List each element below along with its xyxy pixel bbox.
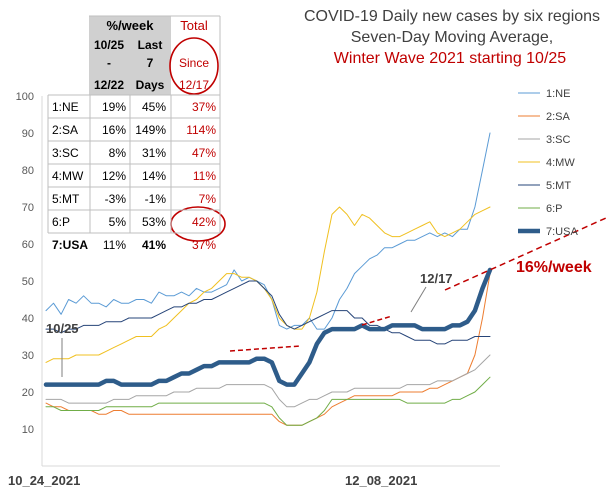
title-line-3: Winter Wave 2021 starting 10/25 bbox=[334, 50, 567, 67]
table-value-cell: -1% bbox=[145, 192, 167, 206]
y-tick-label: 40 bbox=[22, 313, 34, 325]
table-header-days: Days bbox=[136, 78, 165, 92]
table-region-cell: 1:NE bbox=[52, 100, 79, 114]
table-value-cell: 31% bbox=[142, 146, 166, 160]
table-header-since: Since bbox=[179, 56, 209, 70]
legend-label: 7:USA bbox=[546, 226, 578, 238]
table-region-cell: 4:MW bbox=[52, 169, 84, 183]
table-region-cell: 6:P bbox=[52, 215, 70, 229]
series-line-1ne bbox=[45, 132, 491, 330]
annotation-mid: 12/17 bbox=[410, 271, 453, 313]
series-line-6p bbox=[45, 376, 491, 426]
table-value-cell: 19% bbox=[102, 100, 126, 114]
series-lines bbox=[43, 132, 493, 426]
annotation-mid-pointer bbox=[410, 286, 427, 313]
table-region-cell: 2:SA bbox=[52, 123, 78, 137]
y-tick-label: 60 bbox=[22, 239, 34, 251]
series-line-4mw bbox=[45, 206, 491, 363]
x-mid-label: 12_08_2021 bbox=[345, 473, 417, 488]
table-rows: 1:NE 19% 45% 37% 2:SA 16% 149% 114% 3:SC 8% 31% 47%… bbox=[52, 100, 216, 252]
y-tick-label: 50 bbox=[22, 276, 34, 288]
table-header-pct-week: %/week bbox=[107, 18, 155, 33]
table-value-cell: 37% bbox=[192, 238, 216, 252]
y-tick-label: 80 bbox=[22, 165, 34, 177]
table-header-1222: 12/22 bbox=[94, 78, 124, 92]
table-region-cell: 5:MT bbox=[52, 192, 80, 206]
table-value-cell: 37% bbox=[192, 100, 216, 114]
annotation-rate: 16%/week bbox=[516, 259, 592, 276]
total-header-circle bbox=[169, 37, 219, 95]
table-value-cell: 14% bbox=[142, 169, 166, 183]
y-tick-label: 70 bbox=[22, 202, 34, 214]
table-value-cell: 8% bbox=[109, 146, 127, 160]
table-value-cell: 5% bbox=[109, 215, 127, 229]
table-value-cell: 149% bbox=[135, 123, 166, 137]
trend-dash-1 bbox=[229, 345, 301, 352]
series-line-3sc bbox=[45, 354, 491, 408]
table-header-total: Total bbox=[180, 18, 208, 33]
annotation-start-label: 10/25 bbox=[46, 321, 79, 336]
table-value-cell: 11% bbox=[193, 169, 216, 183]
table-value-cell: -3% bbox=[105, 192, 127, 206]
series-line-7usa bbox=[43, 267, 493, 387]
table-header-shade bbox=[89, 16, 171, 95]
series-line-2sa bbox=[45, 273, 491, 426]
table-region-cell: 3:SC bbox=[52, 146, 79, 160]
table-value-cell: 12% bbox=[102, 169, 126, 183]
legend-label: 3:SC bbox=[546, 134, 571, 146]
title-line-1: COVID-19 Daily new cases by six regions bbox=[304, 8, 600, 25]
series-line-5mt bbox=[45, 280, 491, 345]
stats-table: %/week Total 10/25 Last Since - 7 12/17 … bbox=[47, 15, 226, 252]
table-value-cell: 53% bbox=[142, 215, 166, 229]
x-start-label: 10_24_2021 bbox=[8, 473, 80, 488]
table-header-7: 7 bbox=[147, 56, 154, 70]
table-header-1025: 10/25 bbox=[94, 38, 124, 52]
table-value-cell: 41% bbox=[142, 238, 166, 252]
table-grid bbox=[47, 15, 221, 234]
y-tick-label: 10 bbox=[22, 424, 34, 436]
table-value-cell: 16% bbox=[102, 123, 126, 137]
table-value-cell: 42% bbox=[192, 215, 216, 229]
legend-label: 2:SA bbox=[546, 111, 571, 123]
table-header-last: Last bbox=[138, 38, 163, 52]
annotation-start: 10/25 bbox=[46, 321, 79, 377]
legend-label: 6:P bbox=[546, 203, 563, 215]
y-tick-label: 90 bbox=[22, 128, 34, 140]
table-value-cell: 114% bbox=[186, 123, 216, 137]
legend-label: 5:MT bbox=[546, 180, 571, 192]
table-region-cell: 7:USA bbox=[52, 238, 88, 252]
legend-label: 4:MW bbox=[546, 157, 575, 169]
table-value-cell: 11% bbox=[103, 238, 126, 252]
table-value-cell: 7% bbox=[199, 192, 217, 206]
table-header-1217: 12/17 bbox=[179, 78, 209, 92]
table-value-cell: 45% bbox=[142, 100, 166, 114]
title-line-2: Seven-Day Moving Average, bbox=[351, 29, 553, 46]
table-value-cell: 47% bbox=[192, 146, 216, 160]
table-header-dash: - bbox=[107, 56, 111, 70]
legend-label: 1:NE bbox=[546, 88, 570, 100]
annotation-mid-label: 12/17 bbox=[420, 271, 453, 286]
legend: 1:NE 2:SA 3:SC 4:MW 5:MT 6:P 7:USA bbox=[518, 88, 578, 238]
y-tick-label: 30 bbox=[22, 350, 34, 362]
y-tick-labels: 10 20 30 40 50 60 70 80 90 100 bbox=[16, 91, 34, 436]
trend-dash-2 bbox=[361, 315, 393, 326]
y-tick-label: 20 bbox=[22, 387, 34, 399]
y-tick-label: 100 bbox=[16, 91, 34, 103]
